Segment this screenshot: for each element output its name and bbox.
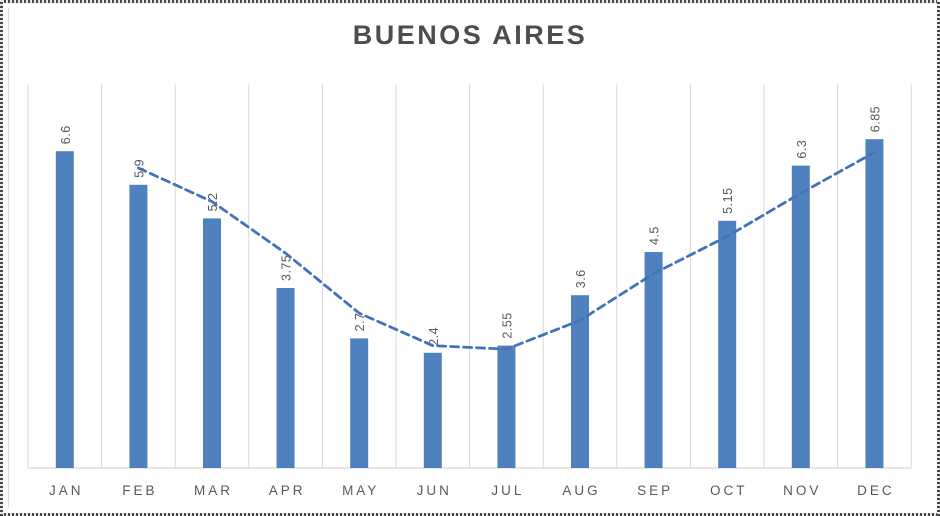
bar-oct[interactable] <box>718 220 737 468</box>
month-label-may: MAY <box>342 483 379 498</box>
month-label-jan: JAN <box>49 483 84 498</box>
selection-border-left <box>0 0 3 516</box>
value-label-jun: 2.4 <box>427 327 441 346</box>
value-label-aug: 3.6 <box>574 269 588 288</box>
bar-jun[interactable] <box>423 352 442 468</box>
value-label-oct: 5.15 <box>721 187 735 213</box>
bar-apr[interactable] <box>276 288 295 468</box>
bar-sep[interactable] <box>644 252 663 468</box>
month-label-feb: FEB <box>122 483 157 498</box>
bar-mar[interactable] <box>203 218 221 468</box>
month-label-dec: DEC <box>857 483 895 498</box>
value-label-may: 2.7 <box>353 313 367 332</box>
month-label-oct: OCT <box>710 483 748 498</box>
chart-frame-left-border <box>8 8 9 508</box>
bar-jan[interactable] <box>55 151 74 468</box>
bar-feb[interactable] <box>129 184 148 469</box>
month-label-nov: NOV <box>783 483 821 498</box>
selection-border-bottom <box>0 513 940 516</box>
bar-dec[interactable] <box>865 139 884 468</box>
value-label-apr: 3.75 <box>280 255 294 281</box>
month-label-jun: JUN <box>417 483 452 498</box>
chart-title: BUENOS AIRES <box>352 20 588 50</box>
selection-border-top <box>0 0 940 3</box>
month-label-jul: JUL <box>491 483 524 498</box>
month-label-apr: APR <box>269 483 306 498</box>
month-label-sep: SEP <box>637 483 673 498</box>
selection-border-right <box>937 0 940 516</box>
value-label-jul: 2.55 <box>500 312 514 338</box>
bar-jul[interactable] <box>497 345 516 468</box>
bar-may[interactable] <box>350 338 369 468</box>
month-label-aug: AUG <box>562 483 600 498</box>
value-label-dec: 6.85 <box>868 106 882 132</box>
month-label-mar: MAR <box>194 483 233 498</box>
value-label-jan: 6.6 <box>59 125 73 144</box>
value-label-sep: 4.5 <box>648 226 662 245</box>
trendline-dashed[interactable] <box>136 150 876 351</box>
value-label-nov: 6.3 <box>795 140 809 159</box>
bar-aug[interactable] <box>571 295 589 468</box>
bar-nov[interactable] <box>791 165 810 468</box>
